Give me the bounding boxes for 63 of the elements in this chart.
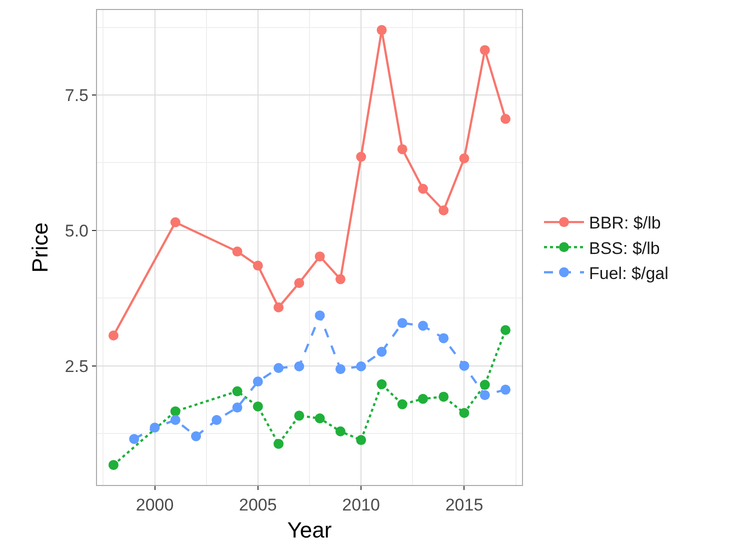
- point: [376, 379, 387, 390]
- point: [376, 25, 387, 36]
- point: [274, 363, 284, 374]
- point: [480, 380, 490, 390]
- x-tick-label: 2015: [445, 496, 484, 514]
- x-tick-label: 2000: [136, 496, 174, 514]
- point: [108, 460, 118, 470]
- point: [170, 217, 180, 228]
- point: [459, 408, 470, 418]
- point: [356, 361, 366, 372]
- y-axis-title: Price: [28, 222, 53, 273]
- point: [252, 260, 263, 271]
- point: [232, 246, 242, 257]
- point: [480, 45, 490, 56]
- legend-label: BBR: $/lb: [589, 214, 661, 233]
- y-tick-label: 7.5: [64, 86, 88, 105]
- point: [500, 114, 510, 124]
- point: [500, 384, 510, 395]
- point: [274, 438, 284, 449]
- point: [356, 435, 366, 446]
- point: [314, 413, 325, 424]
- point: [500, 325, 510, 336]
- point: [232, 386, 242, 396]
- point: [314, 310, 325, 320]
- x-tick-label: 2010: [342, 496, 380, 514]
- point: [252, 376, 263, 387]
- point: [459, 153, 470, 164]
- point: [397, 318, 408, 328]
- point: [335, 274, 346, 284]
- point: [438, 205, 449, 216]
- point: [438, 392, 449, 402]
- point: [335, 364, 346, 374]
- point: [150, 422, 160, 433]
- point: [129, 434, 140, 444]
- x-axis-title: Year: [287, 517, 332, 542]
- point: [170, 406, 180, 416]
- point: [294, 361, 304, 372]
- x-tick-label: 2005: [239, 496, 277, 514]
- point: [335, 426, 346, 436]
- point: [170, 415, 180, 426]
- point: [232, 402, 242, 413]
- point: [418, 394, 428, 404]
- point: [191, 431, 202, 442]
- point: [274, 302, 284, 312]
- point: [397, 144, 408, 154]
- legend-label: Fuel: $/gal: [589, 264, 668, 283]
- point: [397, 399, 408, 410]
- point: [418, 320, 428, 331]
- point: [459, 360, 470, 371]
- point: [252, 401, 263, 412]
- legend-label: BSS: $/lb: [589, 238, 660, 258]
- point: [294, 410, 304, 421]
- point: [418, 184, 428, 194]
- point: [480, 390, 490, 400]
- point: [356, 152, 366, 162]
- y-tick-label: 2.5: [64, 356, 88, 376]
- point: [438, 333, 449, 344]
- y-tick-label: 5.0: [64, 221, 88, 240]
- point: [108, 330, 118, 341]
- point: [314, 251, 325, 262]
- point: [294, 278, 304, 288]
- point: [376, 346, 387, 357]
- point: [212, 415, 222, 426]
